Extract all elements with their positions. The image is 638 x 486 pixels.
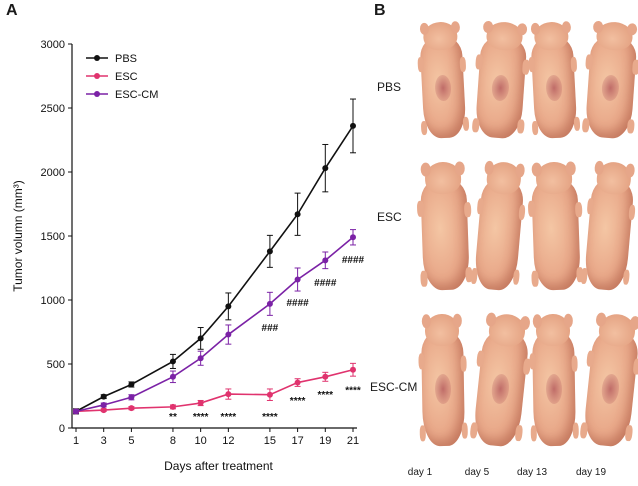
data-point-esc bbox=[100, 407, 107, 414]
legend-label-esc-cm: ESC-CM bbox=[115, 89, 158, 101]
mouse-photo bbox=[582, 20, 638, 140]
legend-marker-esc bbox=[94, 73, 100, 79]
mouse-photo bbox=[528, 161, 584, 291]
mouse-photo bbox=[469, 311, 531, 449]
x-axis-label: Days after treatment bbox=[164, 459, 273, 473]
series-line-esc-cm bbox=[75, 236, 354, 413]
y-tick-label: 1000 bbox=[41, 295, 65, 307]
mouse-photo bbox=[471, 160, 527, 292]
y-tick-label: 2500 bbox=[41, 103, 65, 115]
data-point-pbs bbox=[225, 303, 232, 310]
y-tick-label: 500 bbox=[47, 359, 65, 371]
x-tick-label: 10 bbox=[195, 435, 207, 447]
data-point-esc-cm bbox=[197, 355, 204, 362]
data-point-esc-cm bbox=[225, 331, 232, 338]
data-point-pbs bbox=[266, 248, 273, 255]
tumor-volume-chart: 0 500 1000 1500 2000 2500 3000 1 3 5 8 10 12 15 17 19 21… bbox=[11, 39, 365, 473]
day-label-13: day 13 bbox=[516, 467, 548, 478]
significance-mark: **** bbox=[262, 412, 278, 423]
day-label-5: day 5 bbox=[464, 467, 490, 478]
y-tick-label: 0 bbox=[59, 423, 65, 435]
data-point-pbs bbox=[350, 122, 356, 129]
x-tick-label: 5 bbox=[128, 435, 134, 447]
series-line-pbs bbox=[75, 125, 354, 413]
series-line-esc bbox=[75, 368, 354, 413]
data-point-esc bbox=[350, 366, 356, 373]
legend-label-pbs: PBS bbox=[115, 53, 137, 65]
mouse-photo bbox=[528, 20, 580, 140]
mouse-photo bbox=[581, 160, 637, 292]
x-tick-label: 1 bbox=[73, 435, 79, 447]
data-point-esc bbox=[225, 391, 232, 398]
legend-marker-esc-cm bbox=[94, 91, 100, 97]
x-tick-label: 15 bbox=[264, 435, 276, 447]
significance-mark: #### bbox=[314, 278, 337, 289]
mouse-photo bbox=[418, 313, 468, 447]
mouse-photo bbox=[579, 311, 638, 449]
data-point-pbs bbox=[169, 358, 176, 365]
x-tick-label: 21 bbox=[347, 435, 359, 447]
data-point-pbs bbox=[197, 335, 204, 342]
legend-marker-pbs bbox=[94, 55, 100, 61]
day-label-1: day 1 bbox=[407, 467, 433, 478]
significance-mark: **** bbox=[193, 412, 209, 423]
significance-mark: #### bbox=[286, 298, 309, 309]
data-point-esc bbox=[169, 403, 176, 410]
x-tick-label: 8 bbox=[170, 435, 176, 447]
data-point-esc-cm bbox=[169, 373, 176, 380]
data-point-pbs bbox=[100, 393, 107, 400]
data-point-esc-cm bbox=[322, 257, 329, 264]
y-tick-label: 1500 bbox=[41, 231, 65, 243]
data-point-pbs bbox=[128, 381, 135, 388]
data-point-esc-cm bbox=[73, 408, 79, 415]
mouse-photo bbox=[472, 20, 530, 140]
group-label-esc-cm: ESC-CM bbox=[370, 380, 418, 394]
data-point-pbs bbox=[294, 211, 301, 218]
y-tick-label: 2000 bbox=[41, 167, 65, 179]
data-point-esc bbox=[197, 400, 204, 407]
significance-mark: #### bbox=[342, 255, 365, 266]
data-point-esc-cm bbox=[350, 234, 356, 241]
significance-mark: **** bbox=[221, 412, 237, 423]
panel-a-letter: A bbox=[6, 2, 18, 19]
significance-mark: ### bbox=[262, 323, 279, 334]
panel-b-letter: B bbox=[374, 2, 386, 19]
data-point-esc bbox=[294, 379, 301, 386]
data-point-esc bbox=[266, 391, 273, 398]
significance-mark: ** bbox=[169, 412, 177, 423]
data-point-esc-cm bbox=[294, 276, 301, 283]
x-tick-label: 17 bbox=[291, 435, 303, 447]
group-label-pbs: PBS bbox=[377, 80, 402, 94]
significance-mark: **** bbox=[318, 390, 334, 401]
mouse-photo bbox=[417, 161, 473, 291]
x-tick-label: 12 bbox=[222, 435, 234, 447]
x-tick-label: 19 bbox=[319, 435, 331, 447]
data-point-esc bbox=[322, 373, 329, 380]
mouse-photo bbox=[417, 20, 469, 140]
legend-label-esc: ESC bbox=[115, 71, 138, 83]
day-label-19: day 19 bbox=[575, 467, 607, 478]
significance-mark: **** bbox=[345, 386, 361, 397]
significance-mark: **** bbox=[290, 396, 306, 407]
y-axis-label: Tumor volumn (mm³) bbox=[11, 180, 25, 292]
data-point-esc-cm bbox=[128, 394, 135, 401]
y-tick-label: 3000 bbox=[41, 39, 65, 51]
group-label-esc: ESC bbox=[377, 210, 402, 224]
data-point-esc-cm bbox=[100, 401, 107, 408]
data-point-esc bbox=[128, 405, 135, 412]
mouse-photo bbox=[529, 313, 579, 447]
x-tick-label: 3 bbox=[101, 435, 107, 447]
data-point-esc-cm bbox=[266, 300, 273, 307]
data-point-pbs bbox=[322, 165, 329, 172]
